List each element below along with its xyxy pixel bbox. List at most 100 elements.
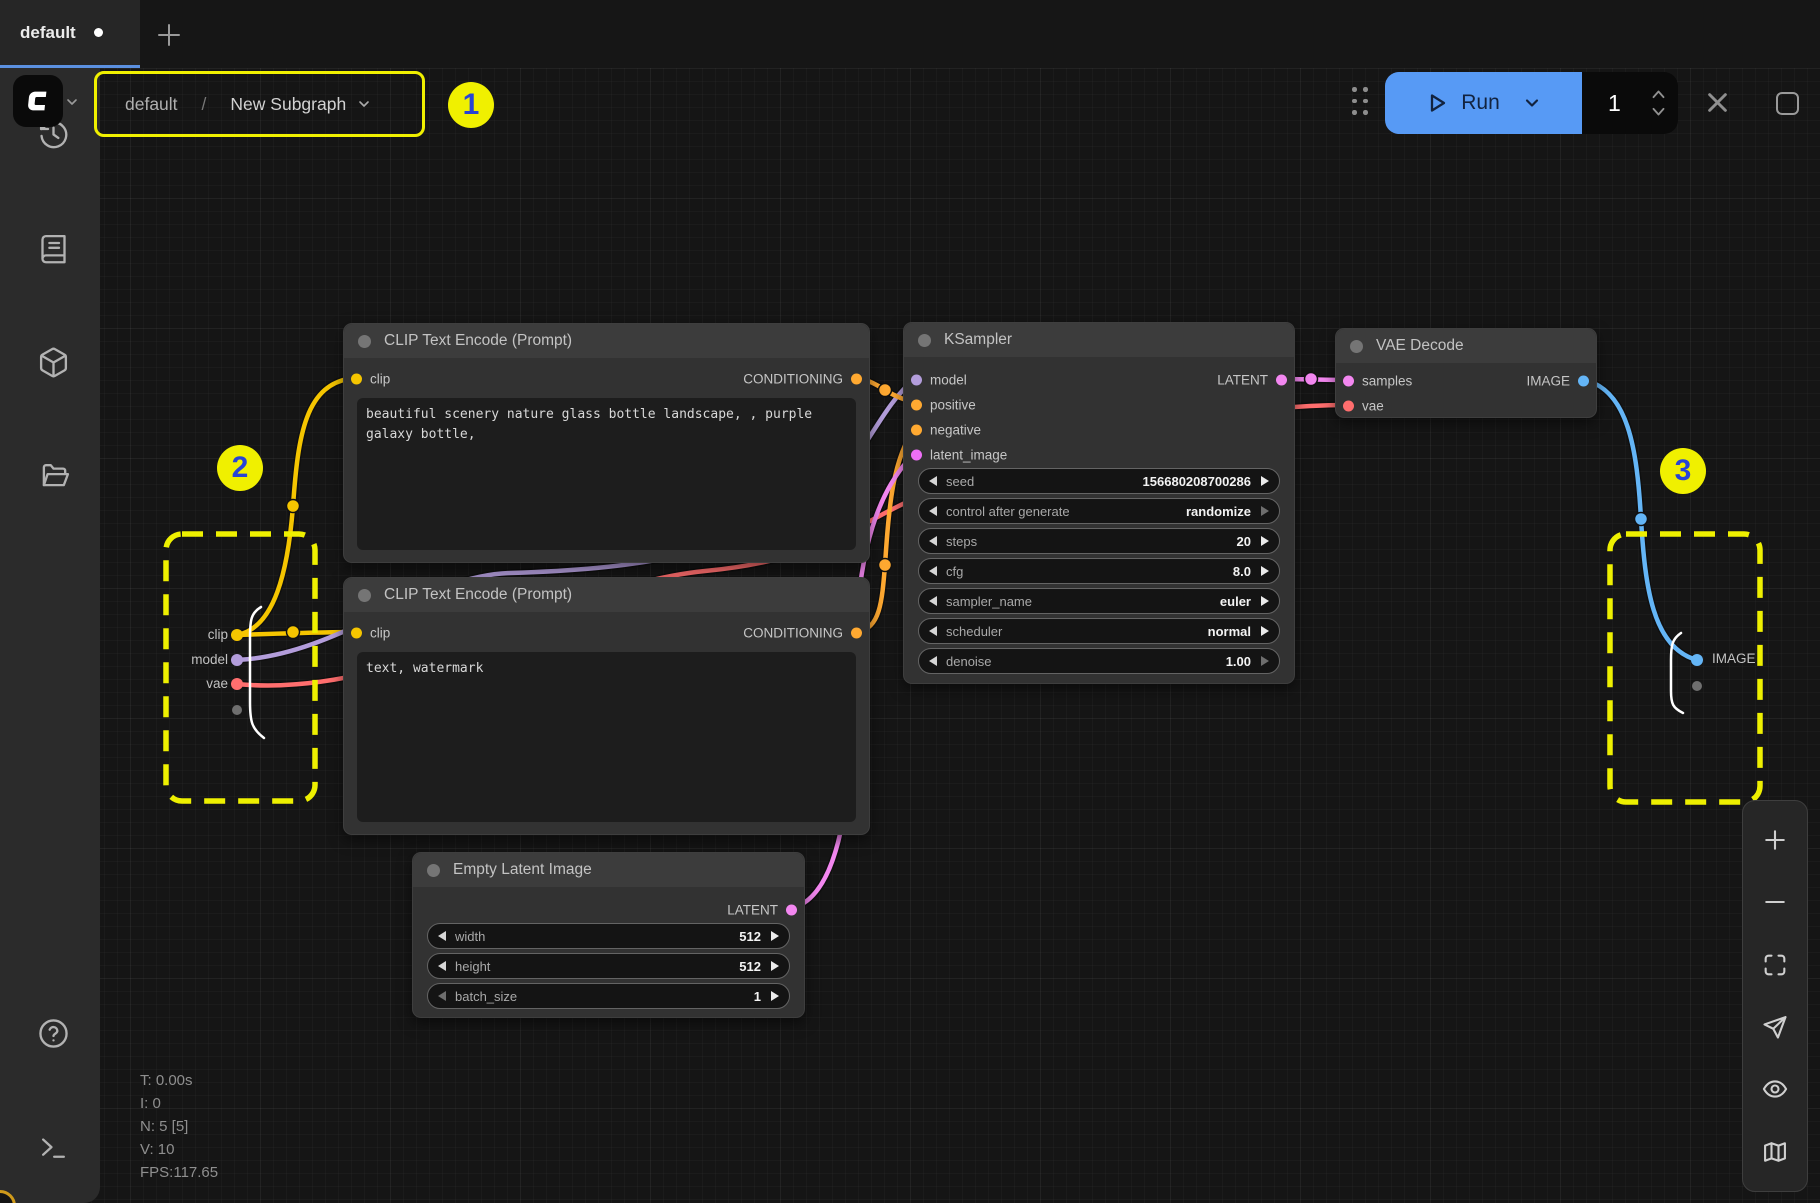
increment-arrow-icon[interactable] xyxy=(1261,596,1269,606)
close-subgraph-button[interactable] xyxy=(1704,89,1731,121)
collapse-dot[interactable] xyxy=(1350,339,1363,353)
node-empty-latent-image[interactable]: Empty Latent Image LATENT width 512 heig… xyxy=(412,852,805,1018)
widget-steps[interactable]: steps 20 xyxy=(918,528,1280,554)
annotation-badge-1: 1 xyxy=(448,82,494,128)
fit-view-button[interactable] xyxy=(1753,943,1797,987)
increment-arrow-icon[interactable] xyxy=(771,931,779,941)
sidebar-item-model-library[interactable] xyxy=(31,340,75,384)
increment-arrow-icon[interactable] xyxy=(1261,476,1269,486)
collapse-dot[interactable] xyxy=(918,333,931,347)
increment-arrow-icon[interactable] xyxy=(1261,506,1269,516)
subgraph-input-dot-empty[interactable] xyxy=(232,705,242,715)
widget-sampler-name[interactable]: sampler_name euler xyxy=(918,588,1280,614)
increment-arrow-icon[interactable] xyxy=(1261,626,1269,636)
collapse-dot[interactable] xyxy=(427,863,440,877)
plus-icon xyxy=(158,24,180,46)
workspace-menu-chevron[interactable] xyxy=(64,94,80,115)
input-slot-clip[interactable] xyxy=(351,373,362,384)
input-slot-clip[interactable] xyxy=(351,627,362,638)
decrement-arrow-icon[interactable] xyxy=(929,566,937,576)
canvas-stats: T: 0.00s I: 0 N: 5 [5] V: 10 FPS:117.65 xyxy=(140,1072,219,1181)
collapse-dot[interactable] xyxy=(358,334,371,348)
decrement-arrow-icon[interactable] xyxy=(438,931,446,941)
widget-width[interactable]: width 512 xyxy=(427,923,790,949)
widget-denoise[interactable]: denoise 1.00 xyxy=(918,648,1280,674)
widget-seed[interactable]: seed 156680208700286 xyxy=(918,468,1280,494)
collapse-dot[interactable] xyxy=(358,588,371,602)
sidebar-item-workflows[interactable] xyxy=(31,453,75,497)
input-slot-vae[interactable] xyxy=(1343,400,1354,411)
widget-control-after-generate[interactable]: control after generate randomize xyxy=(918,498,1280,524)
node-header[interactable]: VAE Decode xyxy=(1336,329,1596,363)
minimap-button[interactable] xyxy=(1753,1130,1797,1174)
comfyui-logo-button[interactable] xyxy=(13,75,63,127)
breadcrumb-workflow[interactable]: default xyxy=(125,93,178,114)
input-slot-samples[interactable] xyxy=(1343,375,1354,386)
run-control-group: Run 1 xyxy=(1385,72,1678,134)
stepper-up-icon[interactable] xyxy=(1651,89,1666,99)
node-header[interactable]: Empty Latent Image xyxy=(413,853,804,887)
increment-arrow-icon[interactable] xyxy=(1261,536,1269,546)
map-icon xyxy=(1764,1141,1786,1162)
zoom-in-button[interactable] xyxy=(1753,818,1797,862)
prompt-textarea[interactable]: beautiful scenery nature glass bottle la… xyxy=(357,398,856,550)
output-slot-latent[interactable] xyxy=(1276,374,1287,385)
output-slot-image[interactable] xyxy=(1578,375,1589,386)
node-header[interactable]: CLIP Text Encode (Prompt) xyxy=(344,578,869,612)
output-slot-latent[interactable] xyxy=(786,904,797,915)
run-button[interactable]: Run xyxy=(1385,72,1582,134)
subgraph-input-dot-clip[interactable] xyxy=(231,629,243,641)
increment-arrow-icon[interactable] xyxy=(1261,566,1269,576)
node-ksampler[interactable]: KSampler model LATENT positive negative … xyxy=(903,322,1295,684)
decrement-arrow-icon[interactable] xyxy=(438,991,446,1001)
input-slot-model[interactable] xyxy=(911,374,922,385)
decrement-arrow-icon[interactable] xyxy=(929,656,937,666)
node-clip-text-encode-positive[interactable]: CLIP Text Encode (Prompt) clip CONDITION… xyxy=(343,323,870,563)
decrement-arrow-icon[interactable] xyxy=(929,596,937,606)
decrement-arrow-icon[interactable] xyxy=(929,506,937,516)
sidebar-item-terminal[interactable] xyxy=(31,1126,75,1170)
subgraph-output-dot-image[interactable] xyxy=(1691,654,1703,666)
widget-batch-size[interactable]: batch_size 1 xyxy=(427,983,790,1009)
decrement-arrow-icon[interactable] xyxy=(929,476,937,486)
batch-count-input[interactable]: 1 xyxy=(1582,72,1678,134)
output-slot-conditioning[interactable] xyxy=(851,373,862,384)
subgraph-output-dot-empty[interactable] xyxy=(1692,681,1702,691)
sidebar-item-node-library[interactable] xyxy=(31,226,75,270)
stepper-down-icon[interactable] xyxy=(1651,107,1666,117)
decrement-arrow-icon[interactable] xyxy=(929,536,937,546)
output-slot-conditioning[interactable] xyxy=(851,627,862,638)
subgraph-input-dot-model[interactable] xyxy=(231,654,243,666)
node-header[interactable]: CLIP Text Encode (Prompt) xyxy=(344,324,869,358)
workflow-tab-default[interactable]: default xyxy=(0,0,140,68)
stop-button[interactable] xyxy=(1776,92,1799,115)
widget-scheduler[interactable]: scheduler normal xyxy=(918,618,1280,644)
toggle-link-visibility-button[interactable] xyxy=(1753,1067,1797,1111)
prompt-textarea[interactable]: text, watermark xyxy=(357,652,856,822)
widget-height[interactable]: height 512 xyxy=(427,953,790,979)
subgraph-input-dot-vae[interactable] xyxy=(231,678,243,690)
widget-cfg[interactable]: cfg 8.0 xyxy=(918,558,1280,584)
node-vae-decode[interactable]: VAE Decode samples IMAGE vae xyxy=(1335,328,1597,418)
node-header[interactable]: KSampler xyxy=(904,323,1294,357)
pan-mode-button[interactable] xyxy=(1753,1005,1797,1049)
node-clip-text-encode-negative[interactable]: CLIP Text Encode (Prompt) clip CONDITION… xyxy=(343,577,870,835)
eye-icon xyxy=(1762,1080,1788,1099)
input-slot-positive[interactable] xyxy=(911,399,922,410)
workflow-tab-bar: default xyxy=(0,0,1820,68)
run-toolbar-drag-handle[interactable] xyxy=(1352,87,1368,115)
input-slot-negative[interactable] xyxy=(911,424,922,435)
increment-arrow-icon[interactable] xyxy=(1261,656,1269,666)
input-slot-latent-image[interactable] xyxy=(911,449,922,460)
new-workflow-tab-button[interactable] xyxy=(152,18,186,52)
chevron-down-icon[interactable] xyxy=(356,96,372,112)
run-options-chevron-icon[interactable] xyxy=(1522,93,1542,113)
sidebar-item-help[interactable] xyxy=(31,1011,75,1055)
decrement-arrow-icon[interactable] xyxy=(929,626,937,636)
breadcrumb-subgraph[interactable]: New Subgraph xyxy=(230,93,347,114)
increment-arrow-icon[interactable] xyxy=(771,991,779,1001)
increment-arrow-icon[interactable] xyxy=(771,961,779,971)
zoom-out-button[interactable] xyxy=(1753,880,1797,924)
decrement-arrow-icon[interactable] xyxy=(438,961,446,971)
